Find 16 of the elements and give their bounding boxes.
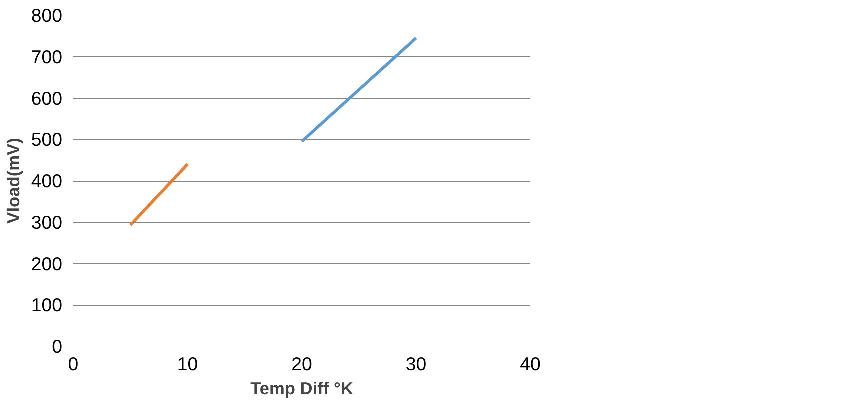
y-tick-label: 100 bbox=[31, 294, 63, 316]
y-tick-label: 600 bbox=[31, 88, 63, 109]
y-tick-label: 0 bbox=[52, 336, 63, 357]
y-tick-label: 200 bbox=[31, 253, 63, 274]
y-tick-label: 700 bbox=[31, 46, 63, 68]
x-tick-label: 0 bbox=[68, 354, 79, 374]
y-tick-label: 300 bbox=[31, 212, 63, 233]
x-tick-label: 30 bbox=[406, 354, 427, 374]
y-axis-title: Vload(mV) bbox=[3, 138, 24, 224]
y-tick-label: 800 bbox=[31, 5, 63, 26]
y-tick-label: 400 bbox=[31, 170, 63, 192]
x-tick-label: 10 bbox=[177, 354, 198, 374]
x-tick-label: 20 bbox=[292, 354, 312, 374]
y-tick-label: 500 bbox=[31, 129, 63, 150]
x-tick-label: 40 bbox=[520, 354, 541, 374]
x-axis-title: Temp Diff °K bbox=[250, 378, 354, 398]
